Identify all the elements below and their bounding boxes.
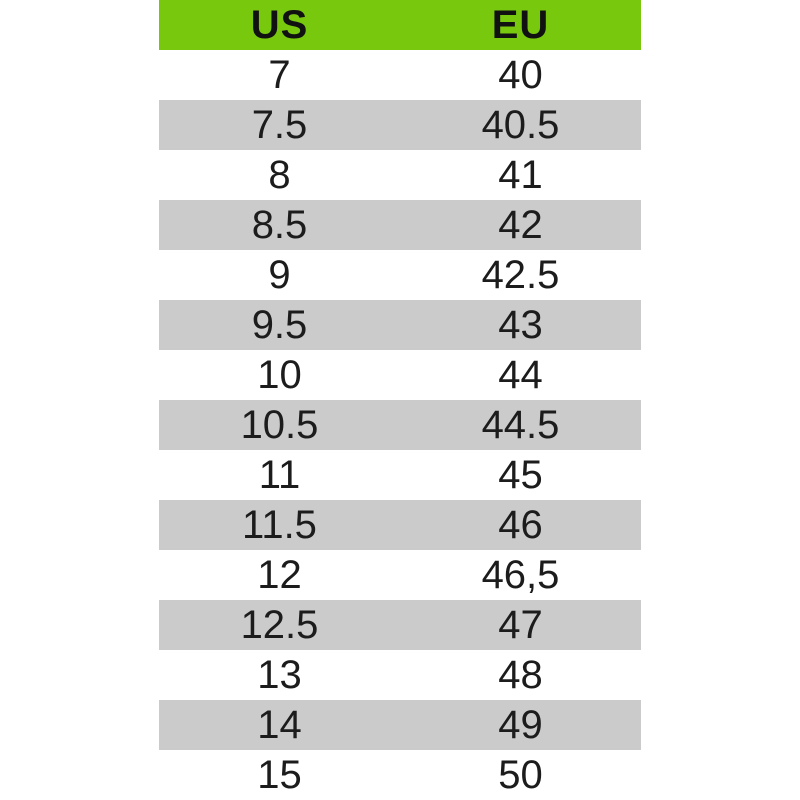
eu-size-cell: 47 — [498, 603, 543, 647]
us-size-cell: 13 — [257, 653, 302, 697]
table-row: 10 44 — [159, 350, 641, 400]
us-size-cell: 12 — [257, 553, 302, 597]
eu-size-cell: 40 — [498, 53, 543, 97]
eu-size-cell: 46,5 — [481, 553, 560, 597]
table-row: 15 50 — [159, 750, 641, 800]
eu-size-cell: 46 — [498, 503, 543, 547]
eu-size-cell: 44 — [498, 353, 543, 397]
us-size-cell: 11 — [258, 453, 301, 497]
table-header-row: US EU — [159, 0, 641, 50]
table-row: 9.5 43 — [159, 300, 641, 350]
table-row: 12 46,5 — [159, 550, 641, 600]
table-row: 12.5 47 — [159, 600, 641, 650]
table-row: 11 45 — [159, 450, 641, 500]
us-size-cell: 8 — [268, 153, 291, 197]
table-row: 8.5 42 — [159, 200, 641, 250]
eu-size-cell: 45 — [498, 453, 543, 497]
us-size-cell: 7 — [268, 53, 291, 97]
column-header-us: US — [250, 3, 309, 47]
table-row: 9 42.5 — [159, 250, 641, 300]
us-size-cell: 8.5 — [251, 203, 308, 247]
size-conversion-table: US EU 7 40 7.5 40.5 8 41 8.5 42 9 42.5 9… — [159, 0, 641, 800]
eu-size-cell: 42.5 — [481, 253, 560, 297]
table-row: 7 40 — [159, 50, 641, 100]
table-row: 7.5 40.5 — [159, 100, 641, 150]
us-size-cell: 9.5 — [251, 303, 308, 347]
table-row: 11.5 46 — [159, 500, 641, 550]
table-row: 14 49 — [159, 700, 641, 750]
column-header-eu: EU — [491, 3, 550, 47]
table-row: 13 48 — [159, 650, 641, 700]
us-size-cell: 9 — [268, 253, 291, 297]
us-size-cell: 12.5 — [240, 603, 319, 647]
eu-size-cell: 42 — [498, 203, 543, 247]
eu-size-cell: 44.5 — [481, 403, 560, 447]
us-size-cell: 10 — [257, 353, 302, 397]
eu-size-cell: 40.5 — [481, 103, 560, 147]
us-size-cell: 14 — [257, 703, 302, 747]
eu-size-cell: 43 — [498, 303, 543, 347]
table-row: 10.5 44.5 — [159, 400, 641, 450]
eu-size-cell: 48 — [498, 653, 543, 697]
eu-size-cell: 50 — [498, 753, 543, 797]
eu-size-cell: 49 — [498, 703, 543, 747]
eu-size-cell: 41 — [498, 153, 543, 197]
us-size-cell: 11.5 — [242, 503, 317, 547]
table-row: 8 41 — [159, 150, 641, 200]
us-size-cell: 7.5 — [251, 103, 308, 147]
us-size-cell: 15 — [257, 753, 302, 797]
us-size-cell: 10.5 — [240, 403, 319, 447]
table-body: 7 40 7.5 40.5 8 41 8.5 42 9 42.5 9.5 43 … — [159, 50, 641, 800]
